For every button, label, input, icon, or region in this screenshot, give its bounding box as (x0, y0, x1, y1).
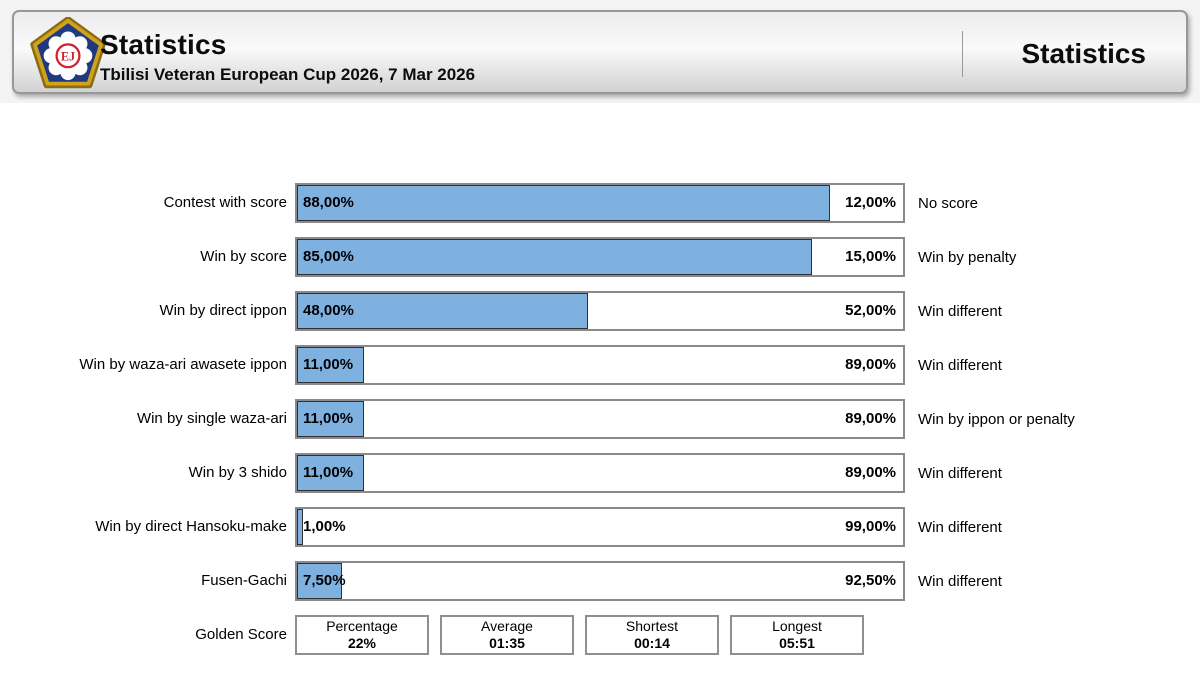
bar-right-value: 89,00% (845, 464, 896, 481)
golden-score-row: Golden Score Percentage 22% Average 01:3… (0, 615, 1200, 655)
stat-row-fusen-gachi: Fusen-Gachi 7,50% 92,50% Win different (0, 561, 1200, 601)
bar-fill (297, 185, 831, 221)
bar-track: 48,00% 52,00% (295, 291, 905, 331)
golden-score-label: Golden Score (195, 626, 287, 643)
bar-right-value: 52,00% (845, 302, 896, 319)
stat-row-win-by-3-shido: Win by 3 shido 11,00% 89,00% Win differe… (0, 453, 1200, 493)
bar-left-value: 11,00% (303, 410, 354, 427)
golden-score-box-value: 05:51 (779, 635, 815, 651)
golden-score-box-title: Average (481, 618, 533, 634)
stat-row-contest-with-score: Contest with score 88,00% 12,00% No scor… (0, 183, 1200, 223)
bar-fill (297, 239, 813, 275)
golden-score-box-value: 01:35 (489, 635, 525, 651)
bar-left-value: 48,00% (303, 302, 354, 319)
golden-score-box-title: Percentage (326, 618, 398, 634)
bar-right-value: 89,00% (845, 356, 896, 373)
golden-score-shortest-box: Shortest 00:14 (585, 615, 719, 655)
bar-track: 85,00% 15,00% (295, 237, 905, 277)
statistics-chart: Contest with score 88,00% 12,00% No scor… (0, 103, 1200, 655)
row-right-label: Win by ippon or penalty (918, 410, 1075, 428)
bar-fill (297, 563, 343, 599)
row-right-label: Win different (918, 464, 1002, 482)
bar-track: 11,00% 89,00% (295, 453, 905, 493)
bar-left-value: 85,00% (303, 248, 354, 265)
row-label: Win by score (200, 248, 287, 265)
page-title: Statistics (100, 29, 227, 60)
bar-left-value: 7,50% (303, 572, 346, 589)
eju-logo-icon: EJ (30, 16, 106, 93)
golden-score-longest-box: Longest 05:51 (730, 615, 864, 655)
bar-track: 7,50% 92,50% (295, 561, 905, 601)
stat-row-win-by-single-waza-ari: Win by single waza-ari 11,00% 89,00% Win… (0, 399, 1200, 439)
event-subtitle: Tbilisi Veteran European Cup 2026, 7 Mar… (100, 65, 476, 84)
row-right-label: Win different (918, 302, 1002, 320)
svg-text:EJ: EJ (61, 49, 75, 63)
row-label: Win by 3 shido (188, 464, 287, 481)
stat-row-win-by-score: Win by score 85,00% 15,00% Win by penalt… (0, 237, 1200, 277)
header-divider (962, 31, 963, 77)
bar-fill (297, 509, 304, 545)
golden-score-box-value: 22% (347, 635, 377, 651)
bar-left-value: 11,00% (303, 464, 354, 481)
row-label: Win by direct ippon (159, 302, 287, 319)
bar-fill (297, 347, 364, 383)
bar-left-value: 88,00% (303, 194, 354, 211)
bar-right-value: 92,50% (845, 572, 896, 589)
row-right-label: Win different (918, 356, 1002, 374)
row-label: Win by single waza-ari (136, 410, 287, 427)
row-right-label: Win different (918, 518, 1002, 536)
row-label: Fusen-Gachi (201, 572, 287, 589)
golden-score-box-title: Longest (772, 618, 822, 634)
row-label: Contest with score (163, 194, 287, 211)
stat-row-win-by-direct-ippon: Win by direct ippon 48,00% 52,00% Win di… (0, 291, 1200, 331)
bar-track: 11,00% 89,00% (295, 345, 905, 385)
bar-right-value: 89,00% (845, 410, 896, 427)
row-label: Win by waza-ari awasete ippon (79, 356, 287, 373)
bar-left-value: 1,00% (303, 518, 346, 535)
row-right-label: Win different (918, 572, 1002, 590)
bar-right-value: 15,00% (845, 248, 896, 265)
bar-track: 11,00% 89,00% (295, 399, 905, 439)
report-header: EJ Statistics Tbilisi Veteran European C… (12, 10, 1188, 94)
bar-fill (297, 293, 588, 329)
stat-row-win-by-direct-hansoku-make: Win by direct Hansoku-make 1,00% 99,00% … (0, 507, 1200, 547)
row-right-label: No score (918, 194, 979, 212)
bar-track: 1,00% 99,00% (295, 507, 905, 547)
bar-left-value: 11,00% (303, 356, 354, 373)
stat-row-win-by-waza-ari-awasete-ippon: Win by waza-ari awasete ippon 11,00% 89,… (0, 345, 1200, 385)
row-label: Win by direct Hansoku-make (95, 518, 287, 535)
bar-track: 88,00% 12,00% (295, 183, 905, 223)
bar-fill (297, 401, 364, 437)
golden-score-box-value: 00:14 (634, 635, 670, 651)
bar-right-value: 99,00% (845, 518, 896, 535)
golden-score-average-box: Average 01:35 (440, 615, 574, 655)
row-right-label: Win by penalty (918, 248, 1017, 266)
header-right-title: Statistics (1021, 38, 1147, 69)
bar-right-value: 12,00% (845, 194, 896, 211)
golden-score-box-title: Shortest (625, 618, 679, 634)
bar-fill (297, 455, 364, 491)
golden-score-percentage-box: Percentage 22% (295, 615, 429, 655)
